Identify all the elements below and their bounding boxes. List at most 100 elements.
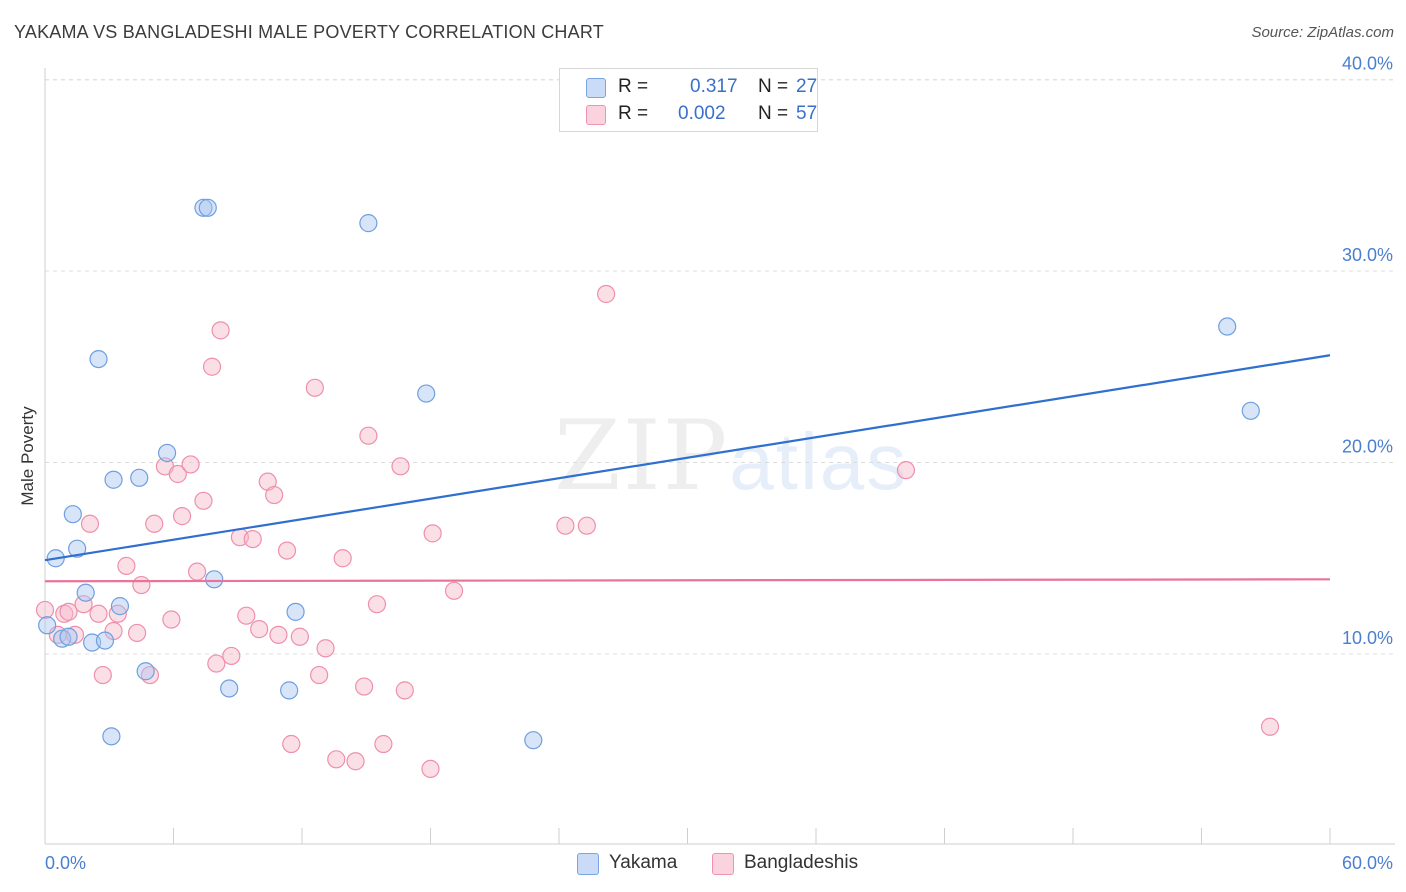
data-point-bangladeshis [127, 623, 147, 643]
data-point-bangladeshis [93, 665, 112, 685]
data-point-bangladeshis [74, 595, 93, 614]
data-point-bangladeshis [421, 759, 440, 779]
data-point-yakama [205, 570, 224, 589]
x-tick-label: 60.0% [1342, 853, 1393, 873]
x-tick-label: 0.0% [45, 853, 86, 873]
data-point-bangladeshis [59, 602, 78, 621]
legend: R = 0.317 N = 27 R = 0.002 N = 57 [559, 68, 818, 132]
data-point-bangladeshis [374, 734, 393, 754]
data-point-bangladeshis [187, 562, 207, 581]
legend-n-value: 57 [796, 103, 818, 124]
data-point-bangladeshis [577, 516, 596, 535]
legend-r-label: R = [618, 103, 649, 124]
data-point-yakama [136, 662, 155, 681]
data-point-yakama [63, 505, 82, 524]
data-point-yakama [76, 583, 95, 602]
y-tick-label: 40.0% [1342, 54, 1393, 74]
bottom-legend-swatch-yakama [577, 853, 599, 875]
data-point-bangladeshis [194, 491, 213, 510]
watermark: ZIPatlas [554, 400, 908, 512]
data-point-bangladeshis [89, 604, 108, 623]
data-point-yakama [220, 679, 239, 698]
data-point-bangladeshis [282, 734, 301, 754]
data-point-yakama [359, 214, 378, 233]
data-point-bangladeshis [359, 426, 378, 445]
data-point-yakama [102, 727, 121, 746]
legend-r-value: 0.002 [678, 103, 726, 124]
data-point-bangladeshis [305, 378, 324, 397]
data-point-yakama [130, 468, 149, 487]
y-tick-label: 20.0% [1342, 437, 1393, 457]
data-point-yakama [1241, 401, 1260, 420]
legend-r-label: R = [618, 76, 649, 97]
y-tick-label: 10.0% [1342, 628, 1393, 648]
data-point-yakama [53, 629, 72, 648]
data-point-bangladeshis [80, 514, 100, 533]
legend-n-label: N = [758, 76, 789, 97]
data-point-yakama [59, 627, 78, 646]
data-point-yakama [198, 198, 217, 217]
legend-n-value: 27 [796, 76, 818, 97]
data-point-bangladeshis [444, 581, 464, 600]
data-point-bangladeshis [556, 516, 575, 535]
legend-n-label: N = [758, 103, 789, 124]
data-point-yakama [89, 349, 108, 369]
data-point-bangladeshis [333, 549, 352, 568]
data-point-bangladeshis [222, 646, 241, 666]
data-point-yakama [524, 731, 543, 750]
data-point-yakama [104, 470, 123, 489]
data-point-yakama [110, 597, 130, 616]
data-point-bangladeshis [896, 461, 916, 480]
data-point-bangladeshis [355, 677, 374, 696]
data-point-yakama [157, 443, 177, 463]
data-point-bangladeshis [202, 357, 222, 376]
data-point-yakama [95, 631, 115, 650]
data-point-bangladeshis [132, 575, 151, 595]
data-point-bangladeshis [423, 524, 442, 543]
data-point-bangladeshis [168, 464, 187, 484]
data-point-bangladeshis [265, 485, 284, 505]
data-point-bangladeshis [207, 654, 226, 673]
bottom-legend-swatch-bangladeshis [712, 853, 734, 875]
data-point-yakama [280, 681, 299, 700]
data-point-yakama [38, 616, 57, 635]
y-tick-label: 30.0% [1342, 245, 1393, 265]
data-point-bangladeshis [316, 639, 335, 658]
source-label: Source: ZipAtlas.com [1251, 24, 1394, 41]
data-point-bangladeshis [243, 529, 262, 549]
bottom-legend-label: Bangladeshis [744, 852, 859, 873]
data-point-bangladeshis [310, 665, 329, 685]
trend-line-yakama [44, 354, 1331, 562]
data-point-yakama [417, 384, 436, 403]
bottom-legend-label: Yakama [609, 852, 678, 873]
data-point-bangladeshis [269, 625, 288, 644]
data-point-bangladeshis [172, 507, 192, 526]
data-point-bangladeshis [35, 600, 55, 620]
data-point-bangladeshis [117, 556, 136, 576]
data-point-bangladeshis [367, 595, 387, 614]
data-point-bangladeshis [145, 514, 164, 533]
data-point-bangladeshis [346, 752, 365, 771]
data-point-yakama [1218, 317, 1237, 336]
data-point-bangladeshis [290, 627, 309, 646]
chart-title: YAKAMA VS BANGLADESHI MALE POVERTY CORRE… [14, 22, 604, 42]
data-point-bangladeshis [181, 455, 200, 474]
data-point-bangladeshis [162, 610, 181, 629]
data-point-bangladeshis [277, 541, 297, 560]
watermark-atlas: atlas [729, 417, 909, 506]
legend-r-value: 0.317 [690, 76, 738, 97]
data-point-bangladeshis [1260, 717, 1280, 736]
data-point-bangladeshis [395, 681, 414, 700]
data-point-yakama [68, 539, 87, 558]
data-point-yakama [286, 602, 305, 621]
trend-line-bangladeshis [44, 578, 1331, 583]
data-point-bangladeshis [211, 321, 230, 340]
data-point-bangladeshis [391, 457, 410, 476]
data-point-bangladeshis [327, 750, 346, 769]
legend-swatch-yakama [586, 78, 606, 98]
data-point-bangladeshis [250, 620, 269, 639]
data-point-yakama [194, 198, 213, 217]
data-point-bangladeshis [237, 606, 256, 625]
data-point-bangladeshis [597, 284, 616, 304]
